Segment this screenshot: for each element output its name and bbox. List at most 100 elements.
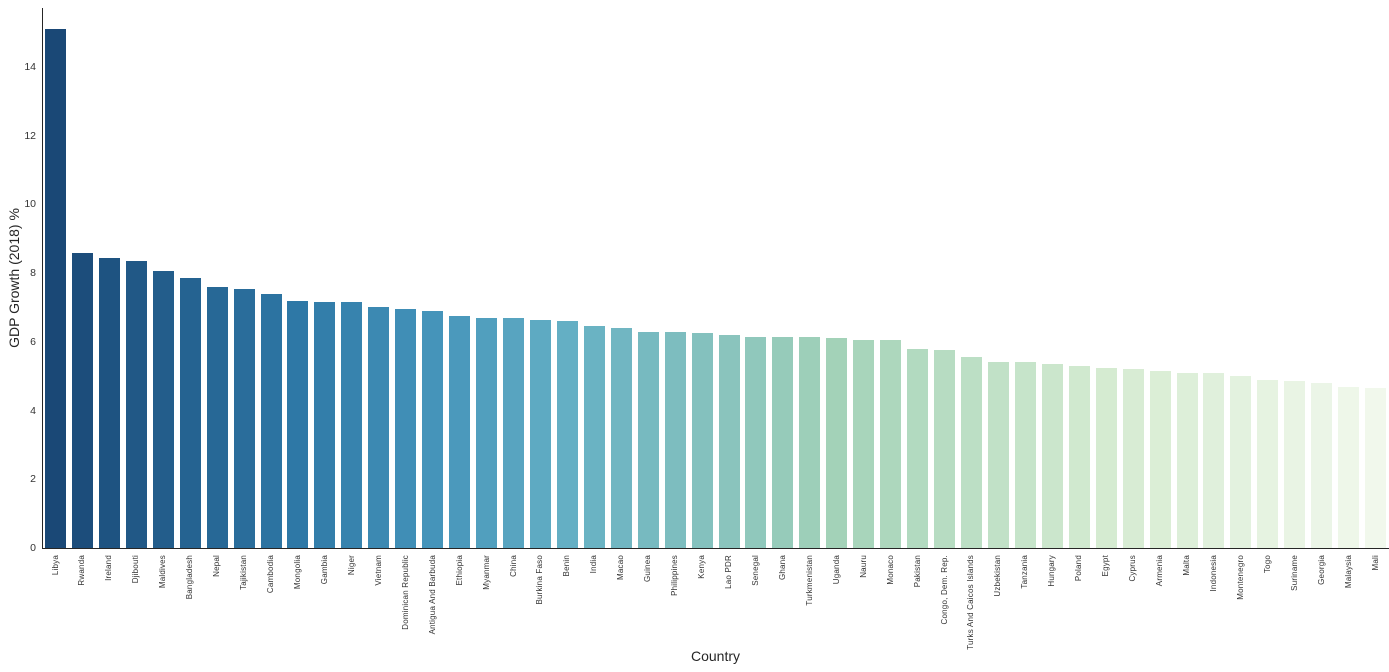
bar: [260, 294, 282, 548]
x-tick-label: Monaco: [885, 555, 895, 585]
x-tick-label: Malta: [1182, 555, 1191, 576]
x-tick-label: Mali: [1370, 555, 1380, 571]
bar: [1311, 383, 1333, 548]
bar: [1041, 364, 1063, 548]
x-tick-label: Philippines: [670, 555, 680, 596]
bar: [152, 271, 174, 548]
y-tick-label: 6: [30, 335, 36, 348]
x-tick-label: Turks And Caicos Islands: [966, 555, 976, 650]
y-tick-label: 8: [30, 267, 36, 280]
bar: [799, 337, 821, 548]
x-tick-label: China: [508, 555, 518, 577]
x-tick-label: Libya: [50, 555, 60, 576]
bar: [476, 318, 497, 548]
x-tick-label: Hungary: [1047, 555, 1057, 587]
y-tick-label: 4: [30, 404, 36, 417]
bar: [556, 321, 578, 548]
x-tick-label: Guinea: [643, 555, 653, 582]
x-tick-label: Rwanda: [77, 555, 87, 586]
x-tick-label: Montenegro: [1235, 555, 1245, 600]
y-axis-spine: [42, 8, 43, 548]
bar: [1365, 388, 1386, 548]
bar: [71, 253, 93, 548]
x-tick-label: Niger: [346, 555, 356, 576]
x-tick-label: Macao: [616, 555, 626, 581]
x-tick-label: Burkina Faso: [535, 555, 545, 605]
bar: [233, 289, 255, 548]
bar: [341, 302, 363, 548]
x-tick-label: Indonesia: [1208, 555, 1218, 592]
x-tick-label: Ghana: [777, 555, 787, 581]
x-tick-label: Bangladesh: [185, 555, 195, 600]
bar: [960, 357, 982, 548]
bar: [287, 301, 309, 548]
x-tick-label: Tajikistan: [239, 555, 249, 590]
x-tick-label: Dominican Republic: [400, 555, 410, 630]
x-tick-label: Nepal: [212, 555, 222, 577]
y-tick-label: 14: [24, 60, 36, 73]
bar: [395, 309, 417, 548]
x-tick-label: Uzbekistan: [993, 555, 1003, 597]
bar: [179, 278, 201, 548]
x-tick-label: Gambia: [319, 555, 329, 585]
bar: [772, 337, 794, 548]
x-tick-label: Djibouti: [131, 555, 141, 584]
x-tick-label: Congo, Dem. Rep.: [939, 555, 949, 625]
bar: [745, 337, 767, 548]
bar: [1203, 373, 1225, 548]
x-tick-label: Myanmar: [481, 555, 491, 590]
y-tick-label: 10: [24, 198, 36, 211]
x-tick-label: Armenia: [1155, 555, 1164, 587]
bar: [529, 320, 551, 548]
bar: [637, 332, 659, 548]
bar: [1149, 371, 1171, 548]
x-tick-label: Tanzania: [1020, 555, 1030, 589]
x-tick-label: Ireland: [104, 555, 114, 581]
bar: [1284, 381, 1306, 548]
x-tick-label: Senegal: [750, 555, 760, 586]
bar: [1257, 380, 1279, 548]
x-axis-title: Country: [690, 648, 741, 664]
x-tick-label: India: [589, 555, 599, 574]
bar: [853, 340, 875, 548]
x-tick-label: Uganda: [831, 555, 841, 585]
bar: [98, 258, 120, 548]
x-tick-label: Antigua And Barbuda: [427, 555, 437, 635]
bar: [610, 328, 632, 548]
bar: [1095, 368, 1117, 548]
x-tick-label: Georgia: [1316, 555, 1326, 585]
x-tick-label: Cambodia: [266, 555, 275, 594]
bar: [880, 340, 902, 548]
bar: [907, 349, 929, 548]
x-tick-label: Suriname: [1289, 555, 1299, 591]
x-tick-label: Togo: [1262, 555, 1272, 574]
bar: [934, 350, 955, 548]
x-tick-label: Nauru: [858, 555, 868, 578]
y-tick-label: 0: [30, 542, 36, 554]
bar: [206, 287, 228, 548]
bar: [125, 261, 147, 548]
bar: [1230, 376, 1252, 548]
bar: [718, 335, 740, 548]
x-tick-label: Maldives: [158, 555, 168, 589]
bar: [1338, 387, 1360, 548]
x-tick-label: Lao PDR: [724, 555, 733, 589]
bar: [691, 333, 713, 548]
bar: [826, 338, 848, 548]
x-tick-label: Egypt: [1101, 555, 1111, 577]
x-tick-label: Turkmenistan: [804, 555, 814, 606]
x-tick-label: Benin: [562, 555, 572, 577]
bar: [503, 318, 524, 548]
bar: [449, 316, 471, 548]
bar: [1176, 373, 1198, 548]
bar: [1068, 366, 1090, 548]
y-tick-label: 2: [30, 473, 36, 486]
x-tick-label: Kenya: [697, 555, 706, 579]
x-tick-label: Cyprus: [1128, 555, 1138, 582]
x-tick-label: Ethiopia: [454, 555, 464, 586]
x-tick-label: Vietnam: [373, 555, 383, 586]
bar: [1122, 369, 1144, 548]
x-axis-spine: [42, 548, 1389, 549]
bar: [368, 307, 390, 548]
